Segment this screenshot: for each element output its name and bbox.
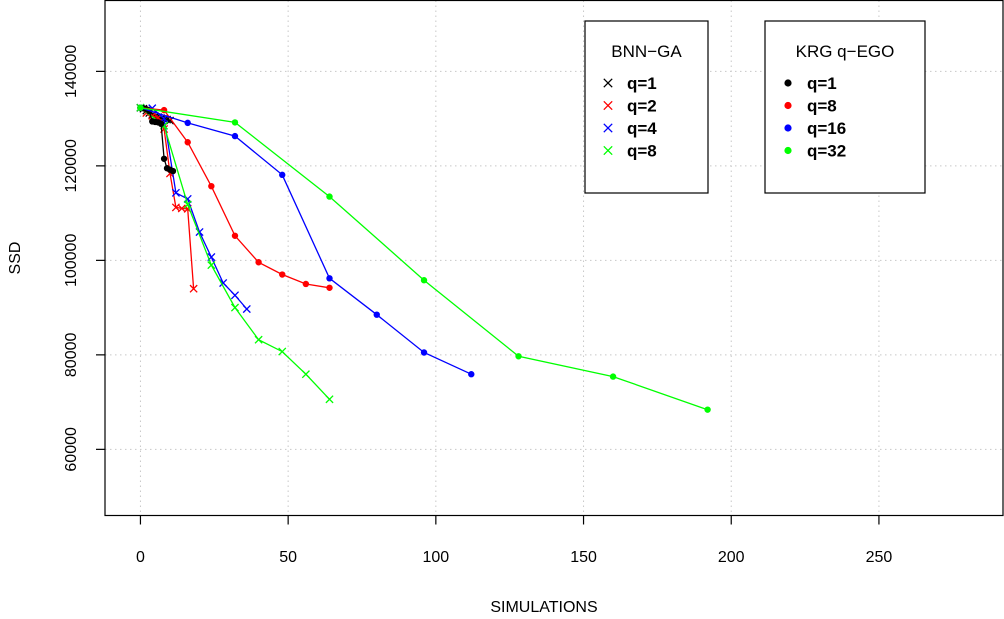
- data-point-bnn-q2: [189, 284, 198, 293]
- data-point-krg-q1: [160, 155, 168, 162]
- x-tick-label: 200: [718, 549, 745, 566]
- data-point-bnn-q8: [254, 335, 263, 344]
- axes: 0 50 100 150 200 250 60000 80000 100000 120000 140…: [63, 45, 892, 566]
- data-point-krg-q16: [231, 132, 239, 140]
- legend-marker-dot: [784, 124, 792, 132]
- data-point-krg-q32: [704, 406, 711, 413]
- legend-box: [764, 20, 926, 194]
- series-line-krg-q16: [140, 107, 472, 375]
- data-point-krg-q32: [137, 104, 144, 111]
- data-point-krg-q16: [184, 119, 191, 127]
- legend-marker-dot: [784, 101, 792, 110]
- legend-marker-x: [603, 145, 613, 156]
- data-point-bnn-q4: [171, 188, 180, 197]
- data-point-bnn-q8: [278, 347, 287, 356]
- x-axis-label: SIMULATIONS: [490, 599, 597, 616]
- data-point-krg-q16: [420, 349, 428, 356]
- legend-entry-label: q=8: [627, 142, 657, 161]
- y-tick-label: 140000: [63, 45, 80, 98]
- series-krg-q16: [137, 104, 475, 378]
- x-tick-label: 0: [136, 549, 145, 566]
- legend-marker-x: [603, 123, 613, 133]
- data-point-krg-q16: [279, 171, 286, 179]
- legend-marker-dot: [784, 79, 792, 87]
- y-tick-label: 60000: [63, 427, 80, 472]
- y-axis-label: SSD: [7, 242, 24, 275]
- data-point-bnn-q8: [183, 200, 192, 209]
- data-point-bnn-q8: [207, 261, 216, 270]
- legend-title: BNN−GA: [611, 42, 682, 61]
- y-tick-label: 120000: [63, 139, 80, 192]
- data-point-krg-q8: [279, 271, 286, 278]
- data-point-bnn-q4: [230, 291, 240, 300]
- x-tick-label: 100: [422, 549, 449, 566]
- data-point-krg-q8: [326, 284, 333, 291]
- data-point-krg-q16: [468, 371, 475, 378]
- legend-krg-q-ego: KRG q−EGO q=1 q=8 q=16 q=32: [764, 20, 926, 194]
- data-point-bnn-q4: [219, 278, 228, 288]
- data-point-krg-q8: [255, 259, 262, 266]
- x-tick-label: 150: [570, 549, 597, 566]
- legend-title: KRG q−EGO: [796, 42, 895, 61]
- data-point-krg-q16: [373, 311, 380, 318]
- data-point-krg-q32: [326, 193, 333, 200]
- y-tick-label: 100000: [63, 234, 80, 287]
- series-layer: [136, 103, 711, 413]
- legend-entry-label: q=16: [807, 119, 846, 138]
- data-point-bnn-q8: [325, 395, 334, 404]
- data-point-bnn-q8: [301, 370, 310, 379]
- data-point-krg-q32: [420, 277, 428, 284]
- data-point-krg-q1: [157, 120, 165, 128]
- data-point-krg-q8: [184, 139, 191, 146]
- legend-box: [584, 20, 709, 194]
- legend-marker-x: [603, 100, 613, 111]
- plot-frame: [104, 0, 1004, 517]
- legend-bnn-ga: BNN−GA q=1 q=2 q=4 q=8: [584, 20, 709, 194]
- data-point-bnn-q8: [230, 303, 240, 312]
- legend-entry-label: q=4: [627, 119, 657, 138]
- series-krg-q32: [137, 104, 711, 413]
- data-point-krg-q32: [609, 373, 617, 380]
- data-point-krg-q32: [515, 353, 522, 360]
- data-point-krg-q8: [231, 232, 239, 239]
- data-point-krg-q32: [231, 119, 239, 126]
- legend-marker-x: [603, 78, 613, 88]
- legend-entry-label: q=1: [627, 74, 657, 93]
- legend-marker-dot: [784, 146, 792, 155]
- legend-entry-label: q=32: [807, 142, 846, 161]
- x-tick-label: 250: [866, 549, 893, 566]
- legends: BNN−GA q=1 q=2 q=4 q=8 KRG q−EGO q=1 q=8 q=16 q=3…: [584, 20, 926, 194]
- x-tick-label: 50: [279, 549, 297, 566]
- legend-entry-label: q=1: [807, 74, 837, 93]
- data-point-krg-q1: [169, 167, 177, 175]
- y-tick-label: 80000: [63, 333, 80, 378]
- legend-entry-label: q=2: [627, 97, 657, 116]
- data-point-bnn-q4: [242, 304, 251, 314]
- data-point-krg-q8: [302, 280, 310, 288]
- data-point-krg-q16: [326, 275, 333, 282]
- data-point-krg-q8: [208, 182, 215, 190]
- legend-entry-label: q=8: [807, 97, 837, 116]
